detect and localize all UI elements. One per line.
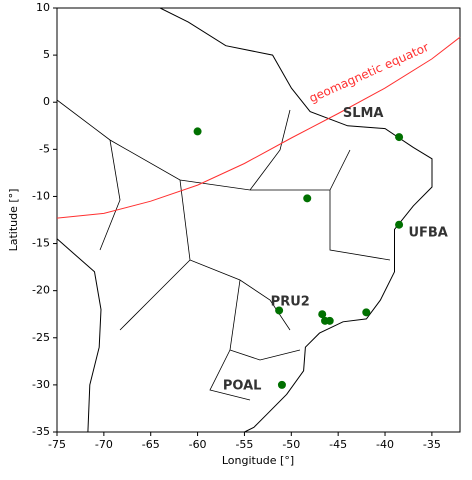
station-label: POAL bbox=[223, 378, 262, 393]
x-tick-label: -35 bbox=[423, 438, 441, 451]
station-point bbox=[325, 316, 334, 325]
map-outline bbox=[56, 7, 433, 433]
y-tick-label: -30 bbox=[32, 378, 50, 391]
y-tick-label: 10 bbox=[36, 1, 50, 14]
station-label: UFBA bbox=[408, 226, 447, 241]
y-tick-label: 0 bbox=[43, 95, 50, 108]
plot-frame bbox=[56, 7, 461, 433]
y-tick-label: -20 bbox=[32, 284, 50, 297]
station-point bbox=[277, 380, 286, 389]
x-tick-label: -40 bbox=[376, 438, 394, 451]
station-label: PRU2 bbox=[271, 294, 310, 309]
borders bbox=[56, 99, 391, 401]
station-point bbox=[395, 133, 404, 142]
y-axis-label: Latitude [°] bbox=[7, 189, 20, 252]
equator-label: geomagnetic equator bbox=[307, 40, 431, 105]
station-point bbox=[193, 127, 202, 136]
coastline bbox=[56, 7, 433, 433]
x-tick-label: -55 bbox=[235, 438, 253, 451]
station-point bbox=[362, 308, 371, 317]
y-tick-label: -10 bbox=[32, 189, 50, 202]
x-tick-label: -75 bbox=[48, 438, 66, 451]
x-tick-label: -45 bbox=[329, 438, 347, 451]
x-axis-label: Longitude [°] bbox=[222, 454, 294, 467]
x-tick-label: -50 bbox=[282, 438, 300, 451]
station-point bbox=[395, 220, 404, 229]
y-tick-label: -25 bbox=[32, 331, 50, 344]
x-tick-label: -70 bbox=[95, 438, 113, 451]
y-tick-label: -15 bbox=[32, 237, 50, 250]
y-tick-label: 5 bbox=[43, 48, 50, 61]
y-tick-label: -35 bbox=[32, 425, 50, 438]
geomagnetic-equator bbox=[56, 36, 461, 219]
x-tick-label: -65 bbox=[142, 438, 160, 451]
station-point bbox=[318, 310, 327, 319]
station-label: SLMA bbox=[343, 106, 384, 121]
station-point bbox=[303, 194, 312, 203]
y-tick-label: -5 bbox=[39, 142, 50, 155]
station-point bbox=[275, 306, 284, 315]
x-tick-label: -60 bbox=[189, 438, 207, 451]
